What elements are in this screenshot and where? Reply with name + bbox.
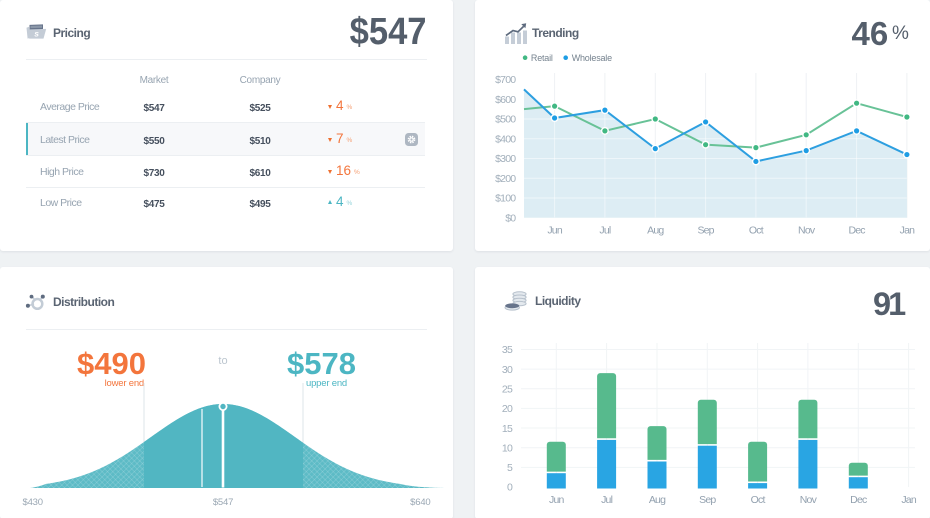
svg-text:s: s xyxy=(34,29,39,39)
svg-text:$547: $547 xyxy=(213,497,233,508)
svg-text:$600: $600 xyxy=(495,94,516,106)
svg-text:Wholesale: Wholesale xyxy=(572,53,612,63)
svg-text:$300: $300 xyxy=(495,153,516,165)
svg-text:$640: $640 xyxy=(410,497,430,508)
svg-text:Sep: Sep xyxy=(699,494,716,506)
svg-text:$0: $0 xyxy=(505,212,516,224)
svg-text:$200: $200 xyxy=(495,173,516,185)
svg-text:35: 35 xyxy=(502,344,513,356)
svg-text:$100: $100 xyxy=(495,193,516,205)
svg-text:10: 10 xyxy=(502,442,513,454)
svg-text:5: 5 xyxy=(507,462,513,474)
svg-text:Jun: Jun xyxy=(547,225,562,237)
svg-text:$430: $430 xyxy=(23,497,43,508)
svg-text:Nov: Nov xyxy=(800,494,818,506)
svg-text:15: 15 xyxy=(502,423,513,435)
svg-text:$500: $500 xyxy=(495,114,516,126)
svg-text:Jan: Jan xyxy=(900,225,915,237)
svg-text:Sep: Sep xyxy=(697,225,714,237)
svg-text:Aug: Aug xyxy=(647,225,664,237)
svg-text:0: 0 xyxy=(507,482,513,494)
svg-text:Retail: Retail xyxy=(531,53,553,63)
svg-text:Oct: Oct xyxy=(751,494,766,506)
svg-text:Dec: Dec xyxy=(850,494,867,506)
svg-text:20: 20 xyxy=(502,403,513,415)
svg-text:Dec: Dec xyxy=(848,225,865,237)
svg-text:25: 25 xyxy=(502,384,513,396)
svg-text:$700: $700 xyxy=(495,74,516,86)
svg-text:30: 30 xyxy=(502,364,513,376)
svg-text:Jul: Jul xyxy=(601,494,612,506)
svg-text:Jul: Jul xyxy=(599,225,610,237)
svg-text:$400: $400 xyxy=(495,133,516,145)
svg-text:Jun: Jun xyxy=(549,494,564,506)
svg-text:Nov: Nov xyxy=(798,225,816,237)
svg-text:Jan: Jan xyxy=(901,494,916,506)
svg-text:Aug: Aug xyxy=(649,494,666,506)
svg-text:Oct: Oct xyxy=(749,225,764,237)
